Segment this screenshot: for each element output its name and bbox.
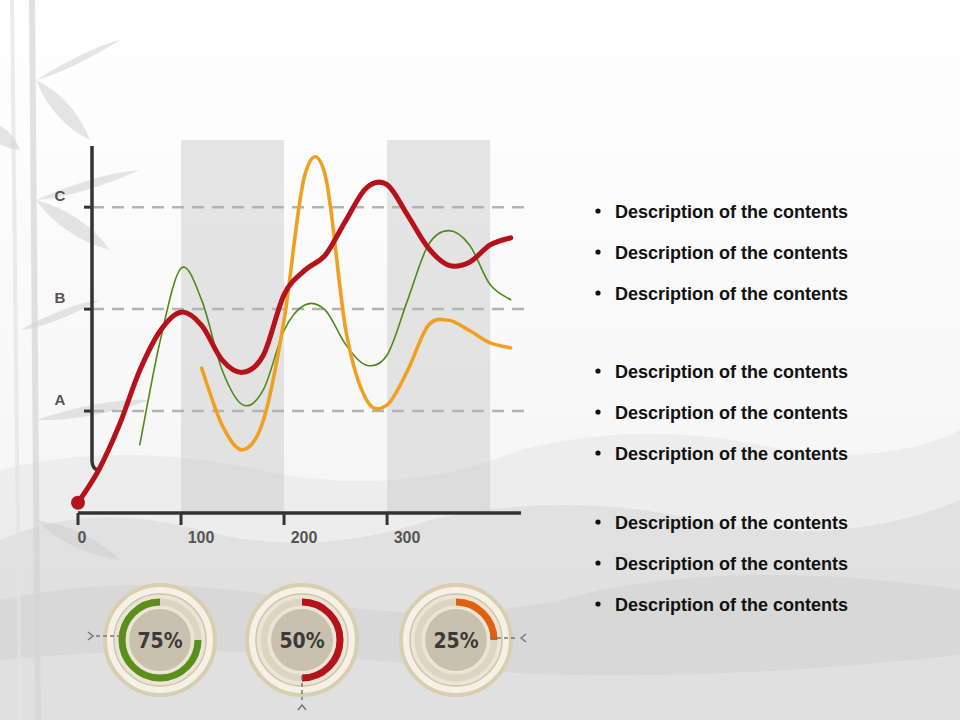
y-tick-label: B bbox=[55, 289, 66, 306]
bullet-text: Description of the contents bbox=[615, 595, 848, 615]
chevron bbox=[298, 705, 306, 710]
gauge-ring bbox=[401, 585, 511, 695]
bamboo-leaf bbox=[36, 520, 120, 560]
bullet-text: Description of the contents bbox=[615, 444, 848, 464]
bamboo-leaf bbox=[36, 40, 120, 80]
connector bbox=[96, 635, 126, 637]
x-tick bbox=[283, 513, 286, 525]
bamboo-stem bbox=[32, 0, 38, 720]
bamboo-leaf bbox=[36, 170, 140, 200]
chevron bbox=[521, 634, 526, 642]
x-tick-label: 0 bbox=[78, 529, 87, 546]
x-tick-label: 200 bbox=[291, 529, 318, 546]
bullet-text: Description of the contents bbox=[615, 202, 848, 222]
bullet-text: Description of the contents bbox=[615, 403, 848, 423]
connector bbox=[301, 676, 303, 700]
x-tick bbox=[77, 513, 80, 525]
gauge: 75% bbox=[105, 585, 215, 695]
bullet-dot bbox=[595, 409, 600, 414]
gauge-ring bbox=[105, 585, 215, 695]
page: A B C 0 100 200 300 75% 50% 25% Description of the… bbox=[0, 0, 960, 720]
x-tick bbox=[180, 513, 183, 525]
band bbox=[181, 140, 284, 513]
bamboo-stem bbox=[12, 0, 20, 720]
series-line bbox=[140, 231, 511, 445]
gauge-label: 50% bbox=[279, 629, 324, 653]
series-line bbox=[78, 182, 511, 503]
bullet-dot bbox=[595, 208, 600, 213]
y-tick-label: C bbox=[55, 187, 66, 204]
x-axis bbox=[78, 511, 521, 515]
x-tick bbox=[386, 513, 389, 525]
bullet-text: Description of the contents bbox=[615, 554, 848, 574]
bullet-dot bbox=[595, 519, 600, 524]
gauge-center bbox=[129, 609, 191, 671]
gauge-track bbox=[122, 602, 198, 678]
bullet-text: Description of the contents bbox=[615, 243, 848, 263]
gauge-arc bbox=[122, 602, 198, 678]
bamboo-leaf bbox=[0, 120, 20, 150]
gauge: 25% bbox=[401, 585, 511, 695]
mountain bbox=[0, 500, 960, 720]
gauge-face bbox=[114, 594, 206, 686]
connector bbox=[490, 637, 518, 639]
mountain bbox=[0, 575, 960, 720]
bullet-text: Description of the contents bbox=[615, 513, 848, 533]
bullet-dot bbox=[595, 249, 600, 254]
bullet-dot bbox=[595, 450, 600, 455]
gauge-track bbox=[418, 602, 494, 678]
chevron bbox=[88, 632, 93, 640]
landscape bbox=[0, 0, 960, 720]
grid-line bbox=[92, 410, 528, 413]
bamboo-leaf bbox=[36, 80, 90, 140]
gauge-track bbox=[264, 602, 340, 678]
gauge-label: 25% bbox=[433, 629, 478, 653]
x-tick-label: 300 bbox=[394, 529, 421, 546]
bullet-text: Description of the contents bbox=[615, 362, 848, 382]
bullet-text: Description of the contents bbox=[615, 284, 848, 304]
gauge-face bbox=[256, 594, 348, 686]
bullet-dot bbox=[595, 368, 600, 373]
start-marker bbox=[71, 496, 85, 510]
grid-line bbox=[92, 308, 528, 311]
background bbox=[0, 0, 960, 720]
band bbox=[387, 140, 490, 513]
bullet-dot bbox=[595, 290, 600, 295]
grid-line bbox=[92, 206, 528, 209]
series-group bbox=[78, 157, 511, 503]
y-axis bbox=[90, 146, 94, 462]
y-tick-label: A bbox=[55, 391, 66, 408]
gauge-face bbox=[410, 594, 502, 686]
bullet-dot bbox=[595, 560, 600, 565]
gauge-label: 75% bbox=[137, 629, 182, 653]
bullet-dot bbox=[595, 601, 600, 606]
x-tick-label: 100 bbox=[188, 529, 215, 546]
gauge-center bbox=[271, 609, 333, 671]
gauge-center bbox=[425, 609, 487, 671]
